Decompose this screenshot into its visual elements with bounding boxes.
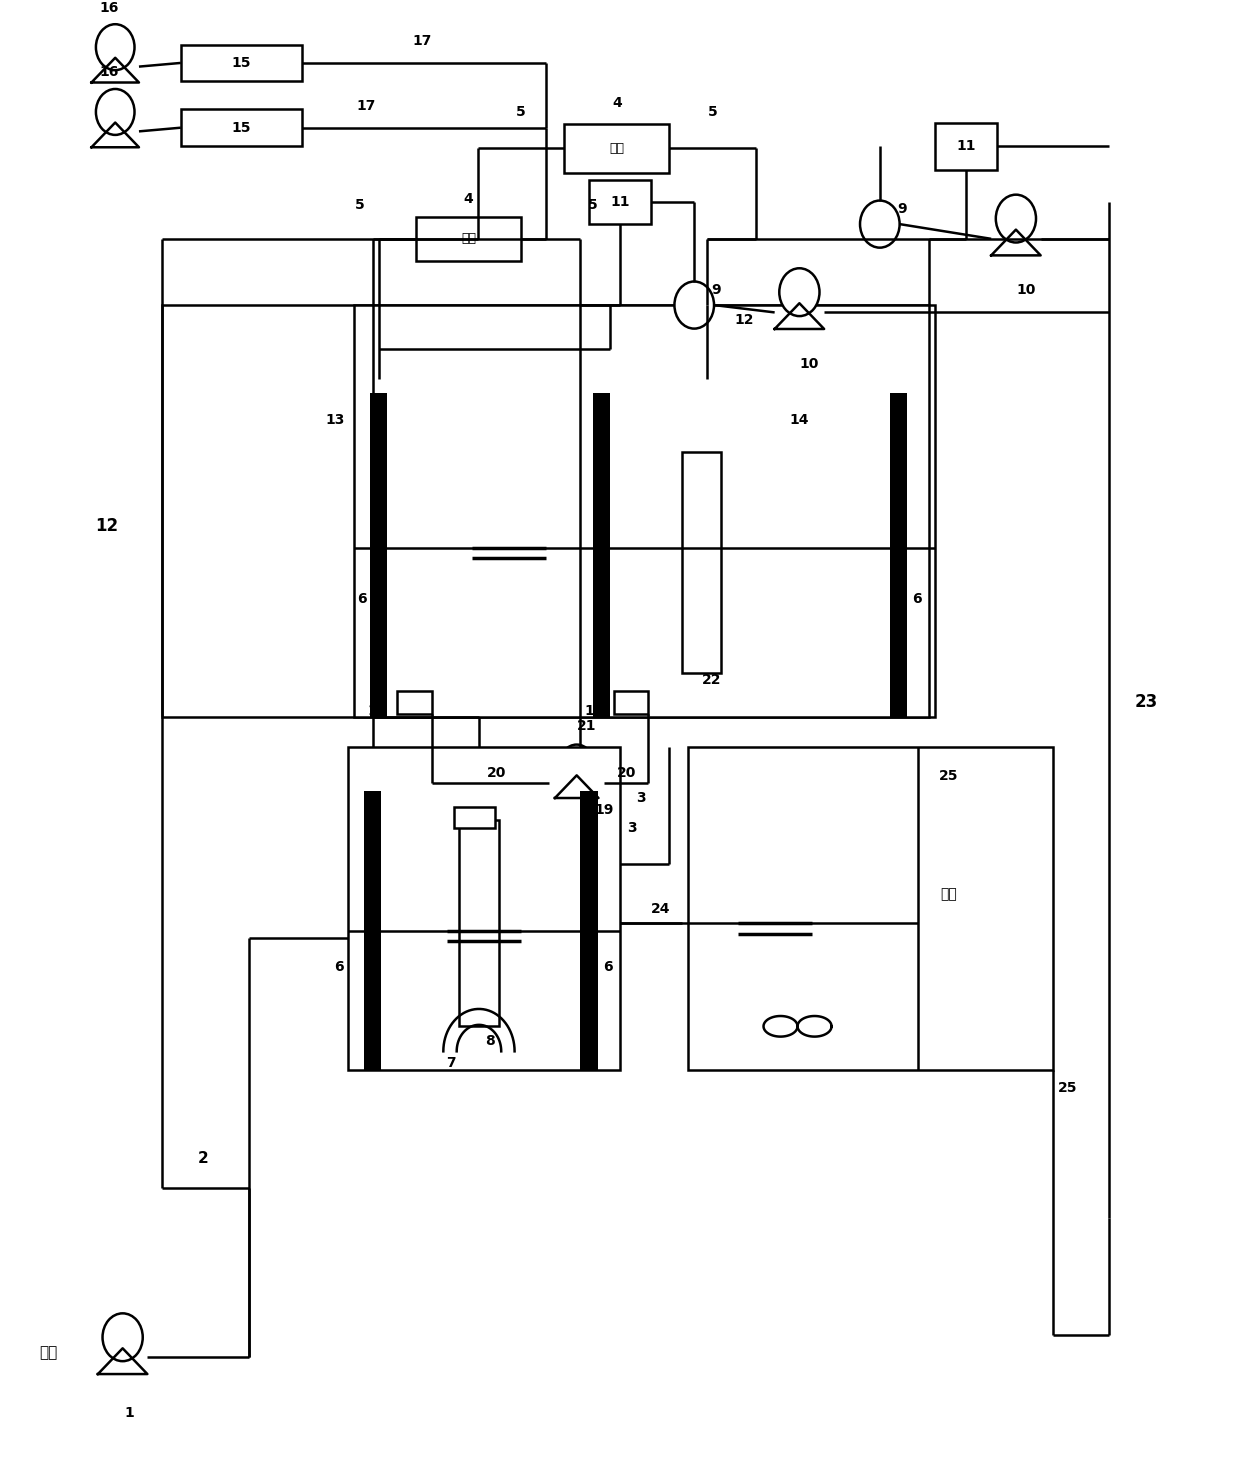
Bar — [415, 217, 521, 261]
Text: 原水: 原水 — [40, 1346, 57, 1361]
Text: 24: 24 — [651, 902, 671, 916]
Text: 6: 6 — [357, 592, 366, 607]
Bar — [353, 306, 935, 717]
Circle shape — [95, 24, 134, 70]
Circle shape — [103, 1313, 143, 1361]
Bar — [397, 690, 432, 714]
Text: 出水: 出水 — [941, 887, 957, 901]
Bar — [593, 393, 610, 717]
Bar — [363, 791, 381, 1070]
Text: 3: 3 — [627, 821, 637, 834]
Text: 11: 11 — [957, 139, 976, 153]
Text: 21: 21 — [577, 720, 596, 733]
Bar — [580, 791, 598, 1070]
Text: 23: 23 — [1135, 693, 1157, 711]
Text: 20: 20 — [486, 766, 506, 781]
Text: 5: 5 — [516, 105, 526, 119]
Circle shape — [95, 89, 134, 135]
Bar — [347, 746, 620, 1070]
Circle shape — [675, 282, 714, 328]
Text: 5: 5 — [588, 197, 598, 212]
Circle shape — [779, 269, 820, 316]
Text: 16: 16 — [99, 65, 119, 80]
Text: 电源: 电源 — [461, 233, 476, 245]
Text: 6: 6 — [913, 592, 921, 607]
Text: 10: 10 — [1016, 283, 1035, 297]
Bar — [459, 821, 498, 1027]
Text: 12: 12 — [95, 516, 118, 534]
Text: 4: 4 — [613, 96, 621, 110]
Bar — [370, 393, 387, 717]
Text: 9: 9 — [898, 202, 906, 217]
Bar — [688, 746, 1053, 1070]
Text: 15: 15 — [232, 56, 252, 70]
Circle shape — [559, 745, 594, 787]
Bar — [682, 453, 722, 674]
Text: 9: 9 — [712, 283, 722, 297]
Text: 5: 5 — [708, 105, 718, 119]
Bar — [454, 807, 495, 828]
Text: 16: 16 — [99, 0, 119, 15]
Text: 5: 5 — [356, 197, 365, 212]
Text: 8: 8 — [485, 1034, 495, 1048]
Bar — [181, 45, 303, 82]
Text: 22: 22 — [702, 674, 722, 687]
Text: 25: 25 — [939, 769, 959, 784]
Bar — [181, 110, 303, 145]
Text: 17: 17 — [357, 98, 376, 113]
Text: 2: 2 — [197, 1152, 208, 1166]
Text: 1: 1 — [124, 1407, 134, 1420]
Bar — [589, 180, 651, 224]
Text: 电源: 电源 — [609, 142, 625, 154]
Text: 12: 12 — [734, 313, 754, 326]
Text: 14: 14 — [790, 413, 810, 427]
Text: 11: 11 — [610, 194, 630, 209]
Text: 18: 18 — [584, 705, 604, 718]
Circle shape — [861, 200, 899, 248]
Text: 25: 25 — [1058, 1082, 1078, 1095]
Text: 6: 6 — [603, 960, 613, 975]
Bar — [890, 393, 906, 717]
Text: 19: 19 — [594, 803, 614, 816]
Text: 20: 20 — [616, 766, 636, 781]
Bar — [935, 123, 997, 169]
Bar — [614, 690, 649, 714]
Text: 3: 3 — [636, 791, 646, 806]
Text: 13: 13 — [326, 413, 345, 427]
Text: 15: 15 — [232, 120, 252, 135]
Text: 6: 6 — [335, 960, 343, 975]
Text: 7: 7 — [445, 1057, 455, 1070]
Text: 18: 18 — [368, 705, 387, 718]
Text: 4: 4 — [464, 191, 474, 206]
Text: 10: 10 — [800, 358, 818, 371]
Bar — [162, 306, 929, 717]
Text: 17: 17 — [413, 34, 432, 47]
Circle shape — [996, 194, 1035, 242]
Bar — [564, 125, 670, 172]
